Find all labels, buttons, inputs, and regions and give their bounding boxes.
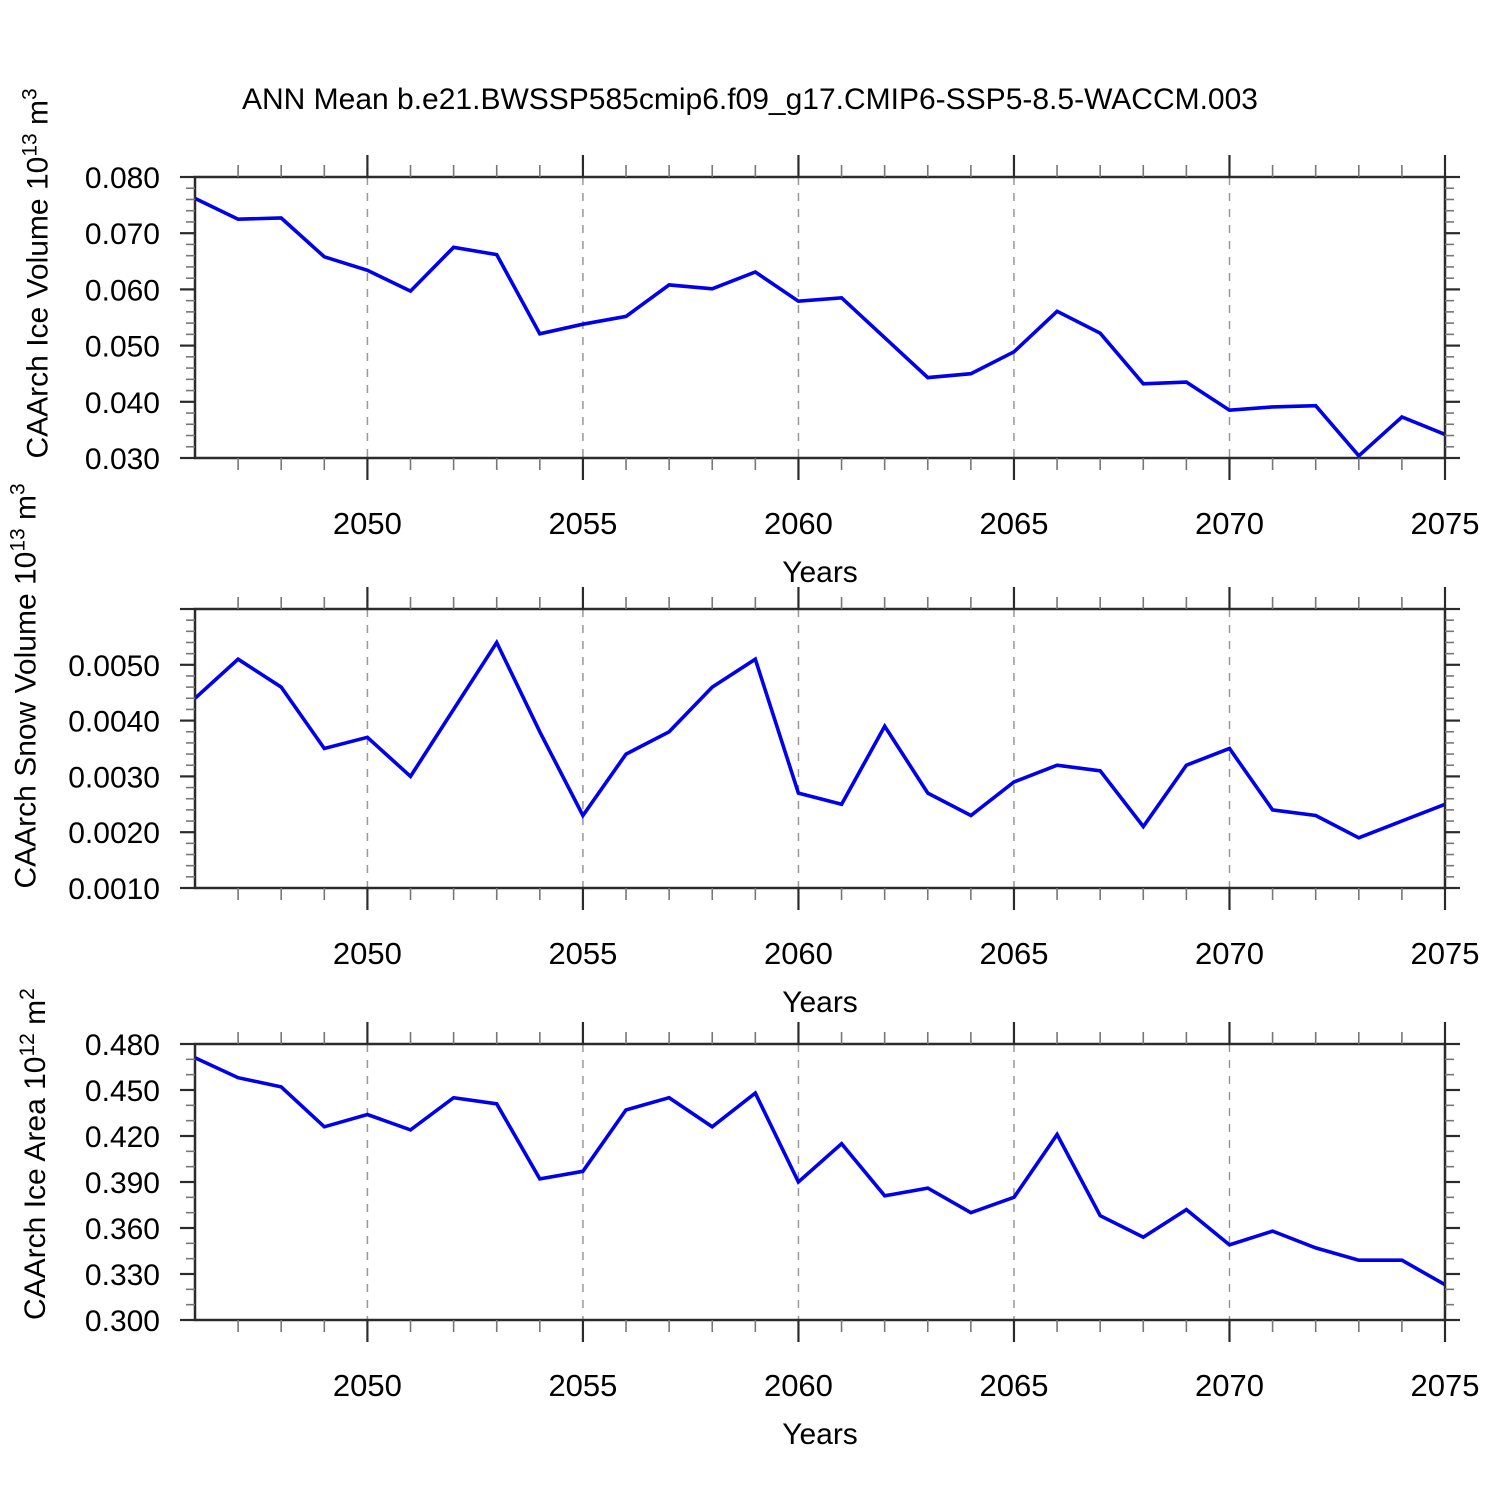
x-tick-label: 2060	[764, 1368, 833, 1403]
x-tick-label: 2075	[1411, 936, 1480, 971]
plot-box	[193, 175, 1447, 460]
x-tick-label: 2075	[1411, 506, 1480, 541]
figure-title: ANN Mean b.e21.BWSSP585cmip6.f09_g17.CMI…	[241, 83, 1258, 116]
plot-box	[193, 1042, 1447, 1322]
x-tick-label: 2070	[1195, 1368, 1264, 1403]
x-axis-title: Years	[782, 556, 858, 589]
x-tick-label: 2075	[1411, 1368, 1480, 1403]
y-axis-title-unit-exponent: 3	[18, 87, 41, 100]
chart-panel-caarch-snow-volume: 2050 2055 2060 2065 2070 2075 0.0010 0.0020 0.00…	[68, 587, 1479, 1019]
x-tick-label: 2060	[764, 936, 833, 971]
y-axis-title-text: CAArch Ice Volume 10	[21, 156, 54, 458]
x-tick-label: 2055	[548, 506, 617, 541]
y-tick-label: 0.0020	[68, 817, 160, 850]
chart-panel-caarch-ice-volume: 2050 2055 2060 2065 2070 2075 0.030 0.040 0.050 0…	[85, 155, 1480, 589]
y-axis-title-unit: m	[19, 999, 52, 1034]
chart-panel-caarch-ice-area: 2050 2055 2060 2065 2070 2075 0.300 0.330 0.360 0…	[85, 1022, 1480, 1451]
x-axis-title: Years	[782, 986, 858, 1019]
plot-box	[193, 607, 1447, 890]
y-axis-title-unit-exponent: 2	[16, 988, 39, 1000]
x-tick-label: 2050	[333, 506, 402, 541]
y-tick-label: 0.030	[85, 443, 160, 476]
y-tick-label: 0.420	[85, 1121, 160, 1154]
y-axis-title-text: CAArch Snow Volume 10	[9, 551, 42, 888]
series-line-caarch-ice-volume	[194, 196, 1446, 459]
x-tick-label: 2050	[333, 936, 402, 971]
y-axis-title-exponent: 13	[18, 132, 41, 157]
y-tick-label: 0.480	[85, 1029, 160, 1062]
x-tick-label: 2065	[979, 506, 1048, 541]
y-axis-title-unit: m	[9, 494, 42, 528]
y-tick-label: 0.0030	[68, 761, 160, 794]
series-line-caarch-snow-volume	[193, 638, 1446, 840]
x-axis-title: Years	[782, 1418, 858, 1451]
y-axis-title-ice-volume: CAArch Ice Volume 1013 m3	[18, 88, 56, 458]
y-axis-title-unit: m	[21, 99, 54, 133]
y-tick-label: 0.050	[85, 331, 160, 364]
y-tick-label: 0.0050	[68, 650, 160, 683]
series-line-caarch-ice-area	[194, 1056, 1446, 1287]
y-tick-label: 0.0040	[68, 706, 160, 739]
y-tick-label: 0.080	[85, 162, 160, 195]
y-tick-label: 0.0010	[68, 873, 160, 906]
y-tick-label: 0.060	[85, 274, 160, 307]
x-tick-label: 2065	[979, 1368, 1048, 1403]
y-axis-title-text: CAArch Ice Area 10	[19, 1056, 52, 1320]
x-tick-label: 2050	[333, 1368, 402, 1403]
y-axis-title-ice-area: CAArch Ice Area 1012 m2	[16, 988, 54, 1320]
x-tick-label: 2065	[979, 936, 1048, 971]
y-tick-label: 0.330	[85, 1259, 160, 1292]
y-axis-title-exponent: 13	[6, 527, 29, 552]
y-axis-title-unit-exponent: 3	[6, 482, 29, 495]
x-tick-label: 2055	[548, 1368, 617, 1403]
y-tick-label: 0.390	[85, 1167, 160, 1200]
y-axis-title-snow-volume: CAArch Snow Volume 1013 m3	[6, 483, 44, 888]
y-tick-label: 0.360	[85, 1213, 160, 1246]
y-tick-label: 0.070	[85, 218, 160, 251]
y-tick-label: 0.300	[85, 1305, 160, 1338]
x-tick-label: 2070	[1195, 506, 1264, 541]
x-tick-label: 2060	[764, 506, 833, 541]
y-tick-label: 0.450	[85, 1075, 160, 1108]
x-tick-label: 2055	[548, 936, 617, 971]
x-tick-label: 2070	[1195, 936, 1264, 971]
y-tick-label: 0.040	[85, 387, 160, 420]
y-axis-title-exponent: 12	[16, 1033, 39, 1057]
